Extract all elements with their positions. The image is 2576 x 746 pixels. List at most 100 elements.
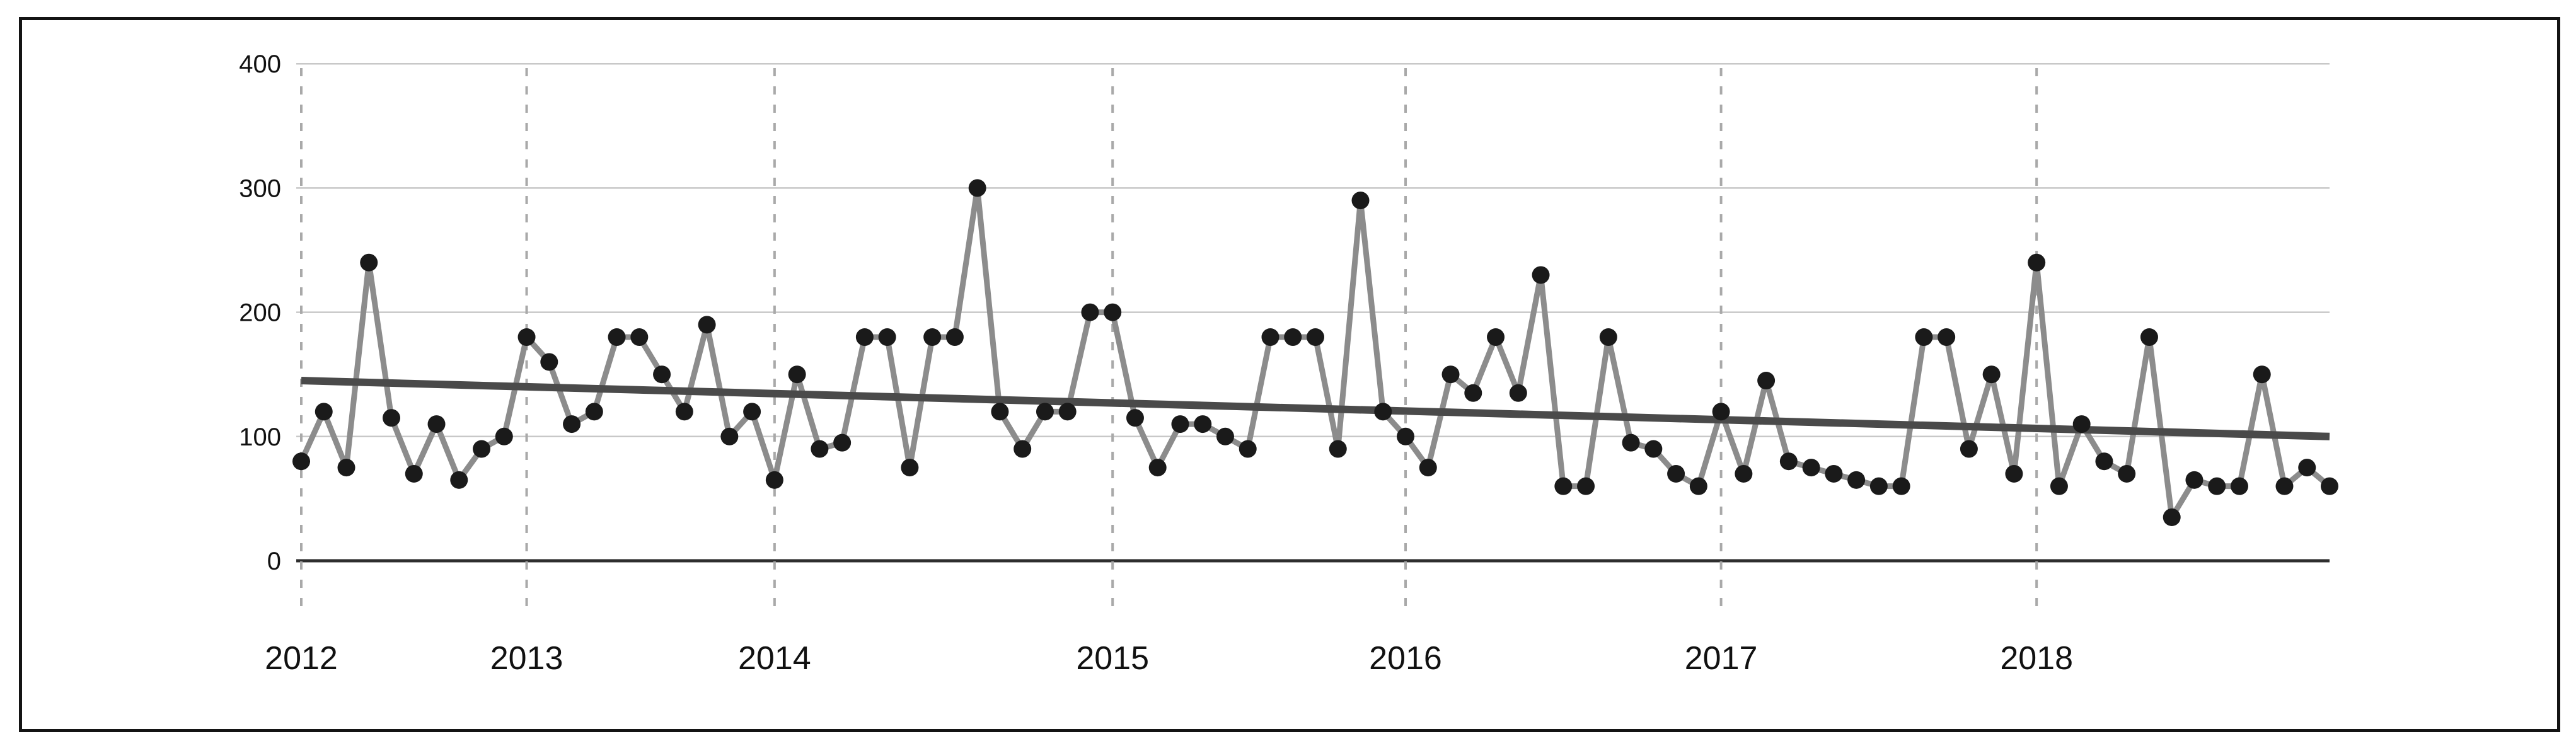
- data-point: [495, 427, 513, 445]
- data-line: [298, 185, 2333, 520]
- data-point: [2230, 477, 2248, 495]
- data-point: [1081, 303, 1099, 321]
- data-point: [1825, 464, 1843, 483]
- data-point: [1194, 415, 1212, 433]
- x-tick-label: 2014: [738, 640, 811, 677]
- data-point: [765, 471, 783, 489]
- data-point: [675, 403, 693, 421]
- data-point: [2005, 464, 2023, 483]
- data-point: [1599, 328, 1617, 347]
- data-point: [1689, 477, 1707, 495]
- data-point: [1261, 328, 1279, 347]
- data-point: [923, 328, 942, 347]
- data-point: [878, 328, 896, 347]
- data-point: [1779, 452, 1798, 471]
- data-point: [788, 365, 806, 384]
- data-point: [1915, 328, 1933, 347]
- data-point: [1216, 427, 1234, 445]
- data-point: [1532, 266, 1550, 284]
- x-tick-label: 2017: [1685, 640, 1758, 677]
- data-point: [1104, 303, 1122, 321]
- data-point: [1058, 403, 1077, 421]
- x-tick-label: 2016: [1369, 640, 1442, 677]
- data-point: [473, 440, 491, 458]
- data-point: [1667, 464, 1685, 483]
- data-point: [1509, 384, 1527, 402]
- data-point: [2163, 508, 2181, 526]
- data-point: [1126, 409, 1144, 427]
- data-point: [1464, 384, 1482, 402]
- data-point: [1239, 440, 1257, 458]
- data-point: [2185, 471, 2203, 489]
- data-point: [2072, 415, 2091, 433]
- data-point: [337, 459, 355, 477]
- chart-frame: [19, 17, 2560, 732]
- y-tick-label: 0: [267, 548, 281, 575]
- data-point: [1554, 477, 1573, 495]
- data-point: [1307, 328, 1324, 347]
- x-tick-label: 2013: [490, 640, 563, 677]
- data-point: [1622, 433, 1640, 452]
- data-point: [855, 328, 874, 347]
- data-point: [315, 403, 333, 421]
- data-point: [608, 328, 626, 347]
- data-point: [585, 403, 603, 421]
- x-tick-label: 2018: [2000, 640, 2073, 677]
- data-point: [2275, 477, 2294, 495]
- data-point: [1712, 403, 1730, 421]
- data-point: [2298, 459, 2316, 477]
- data-point: [1960, 440, 1978, 458]
- y-tick-label: 100: [239, 423, 281, 451]
- x-tick-label: 2015: [1076, 640, 1149, 677]
- data-point: [1014, 440, 1032, 458]
- y-tick-label: 300: [239, 175, 281, 202]
- data-point: [1802, 459, 1820, 477]
- data-point: [540, 353, 558, 371]
- data-point: [630, 328, 649, 347]
- data-point: [1397, 427, 1415, 445]
- data-point: [1982, 365, 2001, 384]
- data-point: [450, 471, 468, 489]
- data-point: [427, 415, 446, 433]
- data-point: [2118, 464, 2136, 483]
- data-point: [2253, 365, 2271, 384]
- data-point: [1757, 372, 1776, 390]
- data-point: [991, 403, 1009, 421]
- data-point: [2140, 328, 2158, 347]
- data-point: [1329, 440, 1347, 458]
- data-point: [383, 409, 401, 427]
- data-point: [811, 440, 829, 458]
- data-point: [1351, 192, 1370, 210]
- data-point: [1869, 477, 1888, 495]
- data-point: [901, 459, 919, 477]
- x-tick-label: 2012: [265, 640, 338, 677]
- data-point: [563, 415, 581, 433]
- data-point: [698, 316, 716, 334]
- data-point: [1171, 415, 1189, 433]
- data-point: [833, 433, 852, 452]
- data-point: [653, 365, 671, 384]
- y-tick-label: 200: [239, 299, 281, 327]
- data-point: [1419, 459, 1437, 477]
- data-point: [1374, 403, 1392, 421]
- data-point: [292, 452, 310, 471]
- data-point: [405, 464, 423, 483]
- data-point: [1441, 365, 1460, 384]
- data-point: [2321, 477, 2338, 495]
- data-point: [945, 328, 964, 347]
- data-point: [1847, 471, 1866, 489]
- data-point: [1892, 477, 1910, 495]
- data-point: [968, 179, 986, 197]
- data-point: [2028, 253, 2046, 272]
- y-tick-label: 400: [239, 50, 281, 78]
- data-point: [2208, 477, 2226, 495]
- data-point: [1148, 459, 1167, 477]
- data-point: [743, 403, 761, 421]
- data-point: [1487, 328, 1505, 347]
- data-point: [720, 427, 739, 445]
- data-point: [1036, 403, 1054, 421]
- data-point: [517, 328, 536, 347]
- data-point: [1577, 477, 1595, 495]
